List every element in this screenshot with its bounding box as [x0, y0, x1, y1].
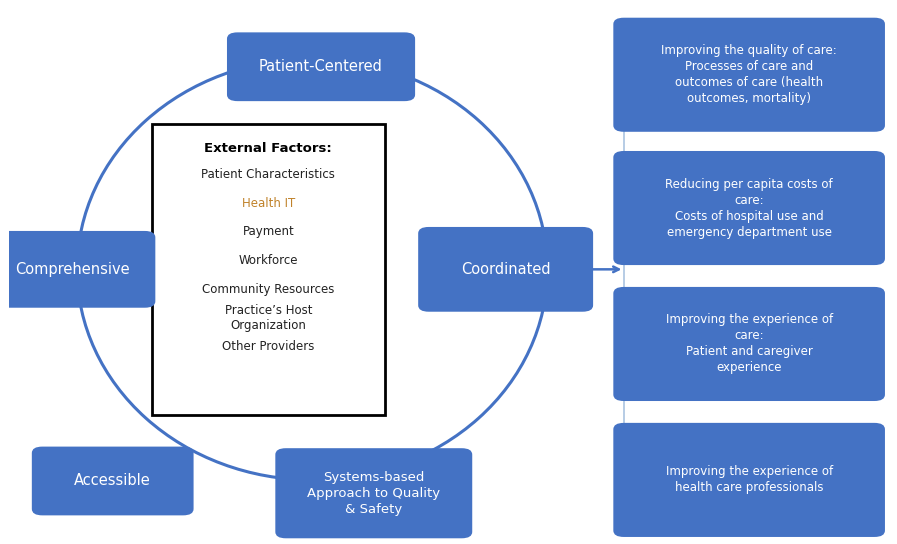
Text: Patient Characteristics: Patient Characteristics — [201, 168, 335, 181]
Text: Comprehensive: Comprehensive — [15, 262, 129, 277]
Text: Reducing per capita costs of
care:
Costs of hospital use and
emergency departmen: Reducing per capita costs of care: Costs… — [666, 177, 833, 238]
Text: External Factors:: External Factors: — [205, 142, 332, 155]
Text: Payment: Payment — [242, 225, 294, 238]
FancyBboxPatch shape — [614, 18, 885, 132]
FancyBboxPatch shape — [227, 32, 415, 101]
FancyBboxPatch shape — [614, 287, 885, 401]
Text: Improving the experience of
care:
Patient and caregiver
experience: Improving the experience of care: Patien… — [666, 313, 832, 374]
Text: Systems-based
Approach to Quality
& Safety: Systems-based Approach to Quality & Safe… — [307, 471, 440, 516]
Text: Accessible: Accessible — [74, 473, 151, 489]
FancyBboxPatch shape — [275, 448, 472, 539]
FancyBboxPatch shape — [614, 423, 885, 537]
FancyBboxPatch shape — [614, 151, 885, 265]
Text: Improving the experience of
health care professionals: Improving the experience of health care … — [666, 466, 832, 494]
Text: Health IT: Health IT — [241, 197, 295, 210]
FancyBboxPatch shape — [31, 447, 194, 515]
Text: Improving the quality of care:
Processes of care and
outcomes of care (health
ou: Improving the quality of care: Processes… — [661, 44, 837, 105]
Text: Community Resources: Community Resources — [202, 282, 335, 295]
FancyBboxPatch shape — [418, 227, 593, 312]
FancyBboxPatch shape — [0, 231, 155, 308]
Text: Other Providers: Other Providers — [222, 339, 315, 353]
Text: Practice’s Host
Organization: Practice’s Host Organization — [224, 304, 312, 332]
Text: Patient-Centered: Patient-Centered — [259, 59, 383, 74]
FancyBboxPatch shape — [152, 124, 385, 415]
Text: Coordinated: Coordinated — [461, 262, 551, 277]
Text: Workforce: Workforce — [239, 254, 298, 267]
